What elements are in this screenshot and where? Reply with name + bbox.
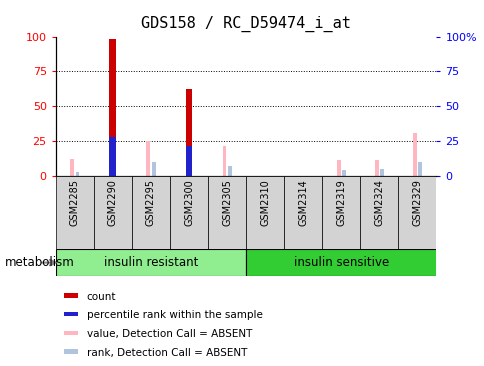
Bar (341, 170, 345, 176)
Bar (56, 249, 245, 276)
Text: GSM2305: GSM2305 (222, 179, 232, 226)
Bar (398, 176, 436, 249)
Text: insulin resistant: insulin resistant (104, 256, 198, 269)
Text: insulin sensitive: insulin sensitive (293, 256, 388, 269)
Bar (64, 350, 78, 354)
Bar (222, 146, 226, 176)
Bar (379, 169, 383, 176)
Bar (109, 40, 116, 176)
Bar (245, 249, 436, 276)
Text: GSM2319: GSM2319 (335, 179, 346, 226)
Bar (227, 166, 231, 176)
Text: GSM2329: GSM2329 (411, 179, 422, 226)
Bar (185, 89, 192, 176)
Text: metabolism: metabolism (5, 256, 75, 269)
Bar (70, 159, 74, 176)
Bar (64, 293, 78, 298)
Text: count: count (87, 292, 116, 302)
Bar (336, 160, 340, 176)
Bar (284, 176, 321, 249)
Bar (417, 162, 421, 176)
Bar (64, 312, 78, 316)
Text: GSM2314: GSM2314 (298, 179, 308, 226)
Bar (76, 172, 79, 176)
Text: value, Detection Call = ABSENT: value, Detection Call = ABSENT (87, 329, 252, 339)
Bar (151, 162, 155, 176)
Text: GSM2310: GSM2310 (259, 179, 270, 226)
Bar (64, 330, 78, 335)
Text: GSM2324: GSM2324 (374, 179, 384, 226)
Bar (374, 160, 378, 176)
Bar (94, 176, 132, 249)
Text: GSM2295: GSM2295 (146, 179, 156, 226)
Bar (56, 176, 94, 249)
Bar (170, 176, 208, 249)
Bar (185, 146, 192, 176)
Bar (208, 176, 245, 249)
Bar (146, 141, 150, 176)
Bar (109, 137, 116, 176)
Text: GSM2285: GSM2285 (70, 179, 80, 226)
Text: GSM2300: GSM2300 (183, 179, 194, 226)
Text: rank, Detection Call = ABSENT: rank, Detection Call = ABSENT (87, 348, 246, 358)
Bar (360, 176, 398, 249)
Title: GDS158 / RC_D59474_i_at: GDS158 / RC_D59474_i_at (141, 16, 350, 33)
Bar (322, 176, 360, 249)
Bar (412, 132, 416, 176)
Bar (245, 176, 284, 249)
Bar (132, 176, 170, 249)
Text: percentile rank within the sample: percentile rank within the sample (87, 310, 262, 321)
Text: GSM2290: GSM2290 (107, 179, 118, 226)
